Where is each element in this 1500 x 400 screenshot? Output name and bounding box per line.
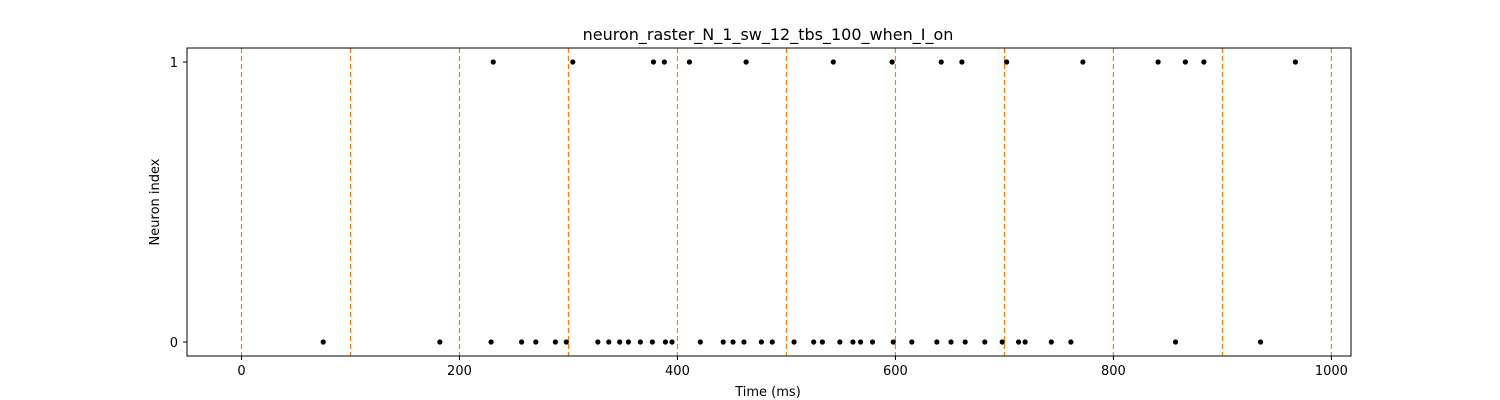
spike-point <box>959 59 965 65</box>
spike-point <box>758 339 764 345</box>
spike-point <box>741 339 747 345</box>
spike-point <box>819 339 826 345</box>
spike-point <box>606 339 612 345</box>
spike-point <box>669 339 675 345</box>
spike-point <box>625 339 632 345</box>
spike-point <box>743 59 749 65</box>
x-tick-label: 0 <box>237 364 245 379</box>
spike-point <box>1048 339 1054 345</box>
spike-point <box>837 339 843 345</box>
spike-point <box>1172 339 1179 345</box>
spike-point <box>830 59 836 65</box>
spike-point <box>1015 339 1022 345</box>
spike-point <box>320 339 326 345</box>
x-tick-label: 600 <box>883 364 908 379</box>
spike-point <box>934 339 940 345</box>
spike-point <box>938 59 944 65</box>
x-axis-ticks: 0 200 400 600 800 1000 <box>237 356 1348 379</box>
spike-point <box>662 339 669 345</box>
spike-point <box>533 339 539 345</box>
y-axis-ticks: 01 <box>170 56 187 351</box>
spike-point <box>769 339 775 345</box>
spike-point <box>649 339 655 345</box>
spike-point <box>1257 339 1264 345</box>
y-tick-label: 0 <box>170 336 178 351</box>
boundary-lines <box>240 48 1332 356</box>
spike-point <box>617 339 623 345</box>
spike-point <box>999 339 1005 345</box>
spike-point <box>730 339 736 345</box>
spike-point <box>982 339 988 345</box>
spike-point <box>890 339 896 345</box>
spike-point <box>637 339 643 345</box>
spike-point <box>791 339 797 345</box>
spike-point <box>697 339 703 345</box>
spike-point <box>1201 59 1207 65</box>
x-tick-label: 200 <box>447 364 472 379</box>
spike-point <box>1022 339 1028 345</box>
spike-point <box>437 339 443 345</box>
chart-title: neuron_raster_N_1_sw_12_tbs_100_when_I_o… <box>583 25 954 45</box>
spike-point <box>889 59 895 65</box>
x-tick-label: 1000 <box>1315 364 1348 379</box>
spike-point <box>869 339 876 345</box>
spike-point <box>1003 59 1010 65</box>
spike-point <box>1155 59 1161 65</box>
y-tick-label: 1 <box>170 56 178 71</box>
spike-point <box>909 339 915 345</box>
spike-point <box>570 59 576 65</box>
spike-point <box>595 339 601 345</box>
spike-point <box>811 339 817 345</box>
spike-point <box>488 339 494 345</box>
plot-frame <box>186 47 1352 357</box>
y-axis-label: Neuron index <box>148 158 163 245</box>
spike-point <box>1068 339 1074 345</box>
spike-point <box>650 59 657 65</box>
spike-point <box>857 339 864 345</box>
spike-point <box>1292 59 1299 65</box>
spike-point <box>686 59 693 65</box>
spike-point <box>518 339 525 345</box>
x-tick-label: 400 <box>665 364 690 379</box>
x-tick-label: 800 <box>1101 364 1126 379</box>
spike-point <box>1182 59 1188 65</box>
spike-point <box>1080 59 1086 65</box>
x-axis-label: Time (ms) <box>734 385 801 400</box>
spike-point <box>563 339 569 345</box>
spike-point <box>720 339 726 345</box>
spike-points <box>320 59 1299 345</box>
spike-point <box>850 339 856 345</box>
spike-point <box>962 339 968 345</box>
spike-point <box>948 339 954 345</box>
spike-point <box>661 59 667 65</box>
spike-point <box>552 339 558 345</box>
spike-point <box>490 59 496 65</box>
